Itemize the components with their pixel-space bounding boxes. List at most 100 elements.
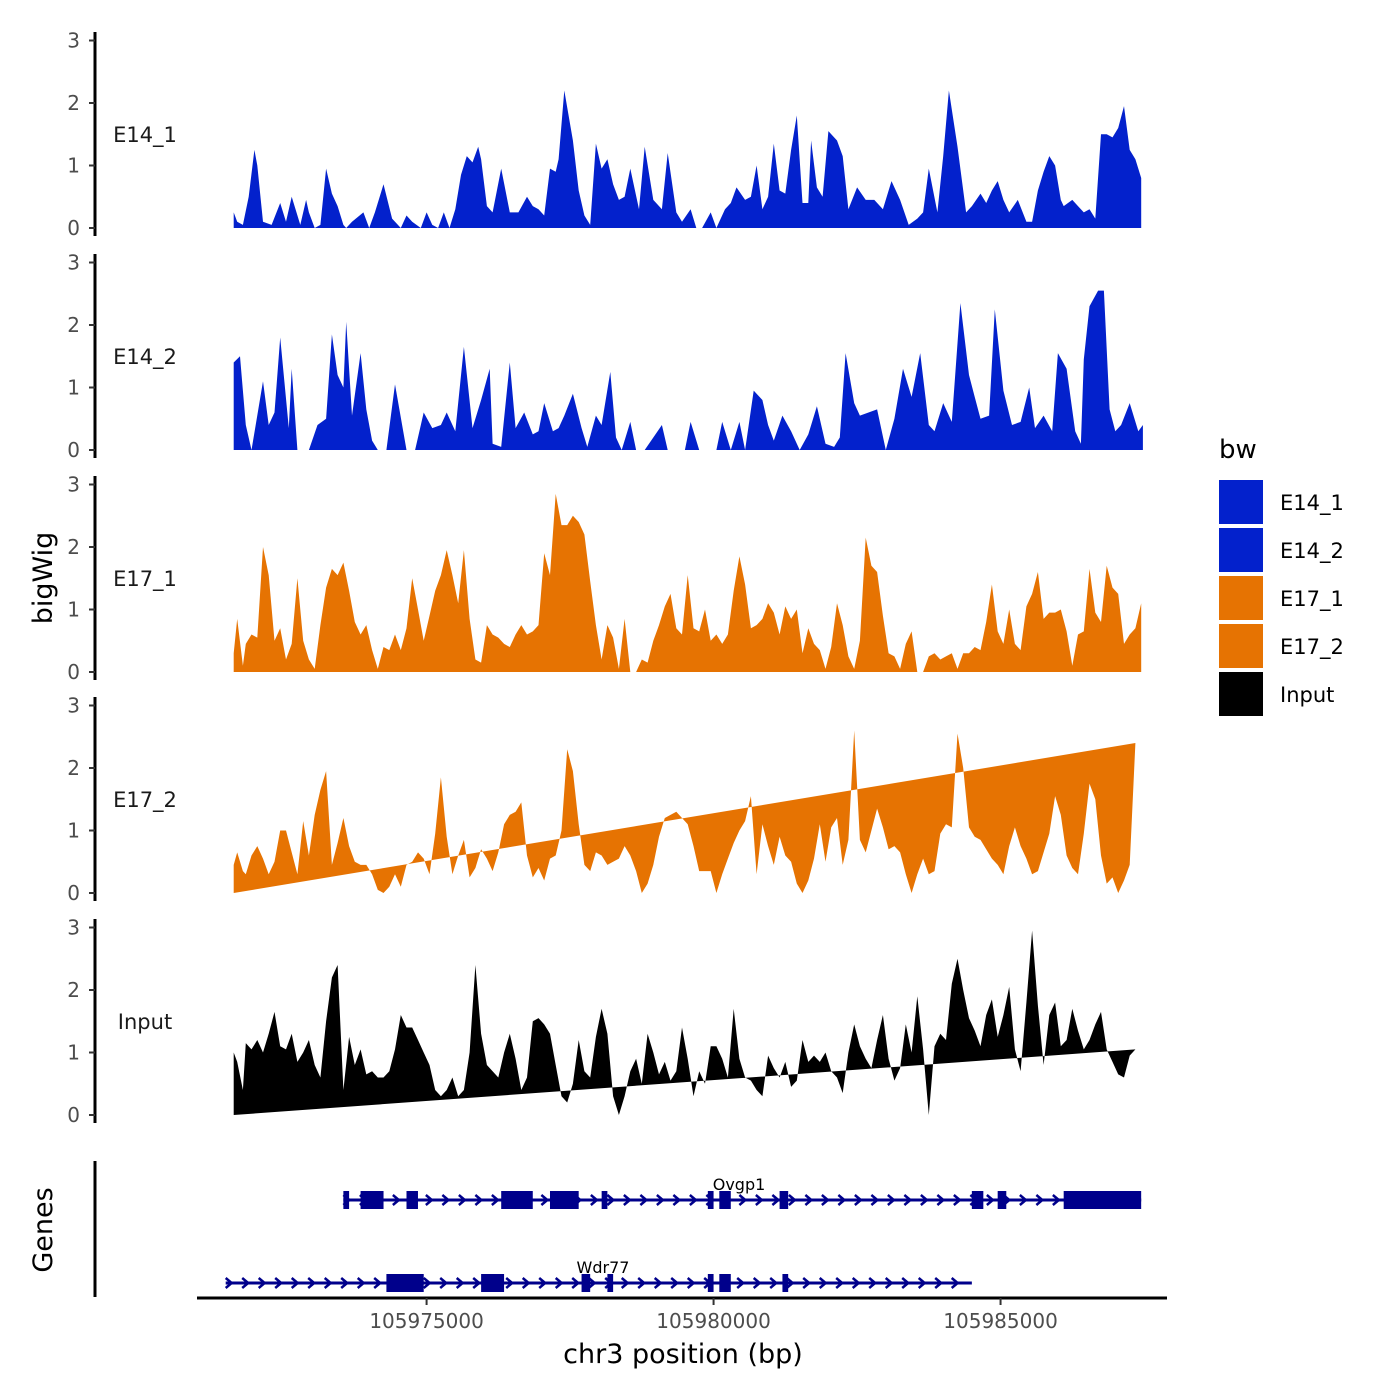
gene-Wdr77: Wdr77 bbox=[224, 1258, 972, 1292]
strand-arrow bbox=[934, 1277, 944, 1289]
strand-arrow bbox=[540, 1194, 550, 1206]
exon bbox=[481, 1274, 505, 1292]
strand-arrow bbox=[554, 1277, 564, 1289]
y-tick-label: 3 bbox=[67, 29, 80, 53]
strand-arrow bbox=[884, 1277, 894, 1289]
strand-arrow bbox=[672, 1194, 682, 1206]
strand-arrow bbox=[639, 1194, 649, 1206]
strand-arrow bbox=[818, 1277, 828, 1289]
strand-arrow bbox=[439, 1277, 449, 1289]
track-label: E17_1 bbox=[113, 567, 177, 592]
track-label: E14_1 bbox=[113, 123, 177, 148]
strand-arrow bbox=[771, 1194, 781, 1206]
exon bbox=[719, 1191, 731, 1209]
y-tick-label: 1 bbox=[67, 598, 80, 622]
coverage-tracks: 0 1 2 3 E14_1 0 1 2 3 E14_2 0 1 2 3 E17_1 0 1 2 3 E17_2 0 1 2 3… bbox=[67, 29, 1143, 1127]
strand-arrow bbox=[785, 1277, 795, 1289]
y-tick-label: 3 bbox=[67, 694, 80, 718]
exon bbox=[997, 1191, 1007, 1209]
y-tick-label: 2 bbox=[67, 756, 80, 780]
legend-label-E14_1: E14_1 bbox=[1280, 491, 1344, 516]
exon bbox=[719, 1274, 731, 1292]
strand-arrow bbox=[656, 1194, 665, 1206]
strand-arrow bbox=[340, 1277, 350, 1289]
strand-arrow bbox=[620, 1277, 630, 1289]
strand-arrow bbox=[637, 1277, 647, 1289]
exon bbox=[406, 1191, 418, 1209]
x-tick-label: 105975000 bbox=[369, 1309, 484, 1333]
strand-arrow bbox=[1035, 1194, 1045, 1206]
genes-panel: Ovgp1 Wdr77 bbox=[93, 1161, 1142, 1297]
strand-arrow bbox=[752, 1277, 762, 1289]
strand-arrow bbox=[373, 1277, 383, 1289]
strand-arrow bbox=[870, 1194, 880, 1206]
exon bbox=[601, 1191, 608, 1209]
strand-arrow bbox=[458, 1194, 467, 1206]
coverage-area-E17_2 bbox=[233, 730, 1136, 893]
strand-arrow bbox=[1019, 1194, 1028, 1206]
strand-arrow bbox=[455, 1277, 465, 1289]
strand-arrow bbox=[307, 1277, 317, 1289]
strand-arrow bbox=[769, 1277, 779, 1289]
strand-arrow bbox=[590, 1194, 599, 1206]
strand-arrow bbox=[606, 1194, 616, 1206]
gene-Ovgp1: Ovgp1 bbox=[342, 1175, 1142, 1209]
legend-swatch-E14_2 bbox=[1219, 528, 1263, 572]
exon bbox=[360, 1191, 384, 1209]
y-tick-label: 0 bbox=[67, 1103, 80, 1127]
exon bbox=[707, 1274, 714, 1292]
track-label: Input bbox=[118, 1010, 172, 1034]
exon bbox=[971, 1191, 984, 1209]
exon bbox=[549, 1191, 579, 1209]
strand-arrow bbox=[224, 1277, 234, 1289]
exon bbox=[707, 1191, 714, 1209]
track-label: E14_2 bbox=[113, 345, 177, 370]
strand-arrow bbox=[587, 1277, 597, 1289]
strand-arrow bbox=[986, 1194, 995, 1206]
strand-arrow bbox=[425, 1194, 434, 1206]
y-tick-label: 0 bbox=[67, 660, 80, 684]
genes-axis-title: Genes bbox=[28, 1187, 59, 1272]
strand-arrow bbox=[788, 1194, 797, 1206]
coverage-area-Input bbox=[233, 930, 1136, 1115]
y-tick-label: 1 bbox=[67, 154, 80, 178]
x-tick-label: 105985000 bbox=[943, 1309, 1058, 1333]
coverage-area-E14_1 bbox=[233, 90, 1142, 228]
strand-arrow bbox=[686, 1277, 696, 1289]
strand-arrow bbox=[571, 1277, 581, 1289]
legend-swatch-E17_2 bbox=[1219, 624, 1263, 668]
exon bbox=[1063, 1191, 1142, 1209]
strand-arrow bbox=[887, 1194, 896, 1206]
y-tick-label: 3 bbox=[67, 473, 80, 497]
exon bbox=[501, 1191, 533, 1209]
x-axis-title: chr3 position (bp) bbox=[563, 1339, 803, 1370]
strand-arrow bbox=[868, 1277, 878, 1289]
strand-arrow bbox=[936, 1194, 946, 1206]
y-tick-label: 2 bbox=[67, 978, 80, 1002]
y-tick-label: 1 bbox=[67, 1041, 80, 1065]
strand-arrow bbox=[689, 1194, 698, 1206]
strand-arrow bbox=[422, 1277, 432, 1289]
strand-arrow bbox=[821, 1194, 830, 1206]
strand-arrow bbox=[290, 1277, 300, 1289]
legend: bw E14_1 E14_2 E17_1 E17_2 Input bbox=[1219, 435, 1344, 716]
exon bbox=[581, 1274, 591, 1292]
strand-arrow bbox=[538, 1277, 548, 1289]
gene-label: Wdr77 bbox=[577, 1258, 630, 1277]
strand-arrow bbox=[854, 1194, 863, 1206]
strand-arrow bbox=[274, 1277, 284, 1289]
strand-arrow bbox=[653, 1277, 663, 1289]
strand-arrow bbox=[474, 1194, 484, 1206]
track-E17_1: 0 1 2 3 E17_1 bbox=[67, 473, 1142, 684]
legend-label-Input: Input bbox=[1280, 683, 1334, 707]
legend-label-E17_2: E17_2 bbox=[1280, 635, 1344, 660]
x-axis: 105975000 105980000 105985000 bbox=[197, 1296, 1167, 1333]
legend-label-E14_2: E14_2 bbox=[1280, 539, 1344, 564]
strand-arrow bbox=[837, 1194, 847, 1206]
y-tick-label: 0 bbox=[67, 438, 80, 462]
strand-arrow bbox=[920, 1194, 929, 1206]
x-tick-label: 105980000 bbox=[656, 1309, 771, 1333]
coverage-area-E14_2 bbox=[233, 290, 1143, 450]
